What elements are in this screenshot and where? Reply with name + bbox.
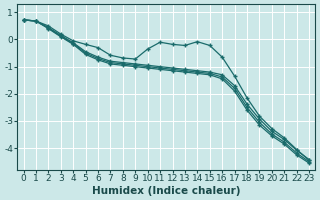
X-axis label: Humidex (Indice chaleur): Humidex (Indice chaleur) [92,186,241,196]
